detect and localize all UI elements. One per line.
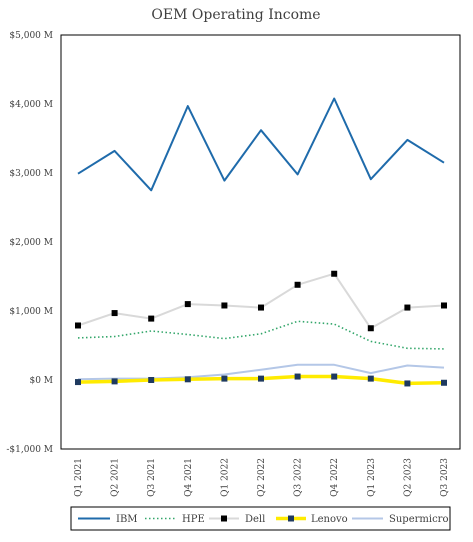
series-point-dell (294, 281, 301, 288)
series-point-dell (75, 322, 81, 329)
legend-label-lenovo: Lenovo (311, 514, 348, 525)
legend-label-supermicro: Supermicro (389, 514, 448, 525)
x-tick-label: Q2 2022 (257, 458, 267, 497)
chart-title: OEM Operating Income (151, 7, 320, 23)
series-point-dell (258, 304, 264, 311)
y-tick-label: $4,000 M (9, 100, 53, 110)
series-point-lenovo (111, 378, 118, 385)
x-tick-label: Q3 2021 (147, 458, 157, 497)
plot-frame (60, 34, 461, 450)
series-point-dell (221, 302, 228, 309)
y-tick-label: $0 M (29, 376, 53, 386)
y-tick-label: $1,000 M (9, 307, 53, 317)
x-tick-label: Q2 2021 (111, 458, 121, 497)
x-tick-label: Q4 2021 (184, 458, 194, 497)
series-line-hpe (77, 320, 445, 350)
x-tick-label: Q2 2023 (403, 458, 413, 497)
axes: $5,000 M $4,000 M $3,000 M $2,000 M $1,000 M… (6, 31, 461, 497)
series-point-lenovo (404, 380, 411, 387)
plot-area (75, 97, 447, 387)
x-tick-label: Q3 2023 (440, 458, 450, 497)
legend-label-hpe: HPE (182, 514, 205, 525)
series-line-dell (77, 272, 445, 330)
series-point-lenovo (258, 375, 264, 382)
x-tick-label: Q1 2023 (367, 458, 377, 497)
y-tick-label: -$1,000 M (6, 445, 53, 455)
x-tick-label: Q1 2021 (74, 458, 84, 497)
series-point-lenovo (221, 375, 228, 382)
series-point-lenovo (184, 376, 191, 383)
series-point-lenovo (294, 373, 301, 380)
legend: IBM HPE Dell Lenovo Supermicro (70, 506, 451, 531)
series-point-dell (331, 270, 338, 277)
x-tick-label: Q1 2022 (220, 458, 230, 497)
series-point-lenovo (441, 379, 447, 386)
series-point-lenovo (331, 373, 338, 380)
legend-label-dell: Dell (245, 514, 265, 525)
legend-label-ibm: IBM (116, 514, 138, 525)
series-line-ibm (77, 97, 445, 192)
series-point-dell (367, 325, 374, 332)
series-point-dell (404, 304, 411, 311)
y-tick-label: $3,000 M (9, 169, 53, 179)
x-tick-label: Q3 2022 (294, 458, 304, 497)
series-line-supermicro (77, 363, 445, 381)
y-tick-label: $5,000 M (9, 31, 53, 41)
series-point-dell (148, 315, 155, 322)
legend-marker-lenovo (288, 515, 294, 522)
series-point-lenovo (148, 377, 155, 383)
y-tick-label: $2,000 M (9, 238, 53, 248)
series-point-dell (441, 302, 447, 309)
series-point-lenovo (75, 379, 81, 386)
series-point-lenovo (367, 375, 374, 382)
legend-marker-dell (221, 515, 227, 522)
x-tick-label: Q4 2022 (330, 458, 340, 497)
series-point-dell (184, 301, 191, 308)
legend-box (70, 506, 451, 531)
series-point-dell (111, 310, 118, 317)
